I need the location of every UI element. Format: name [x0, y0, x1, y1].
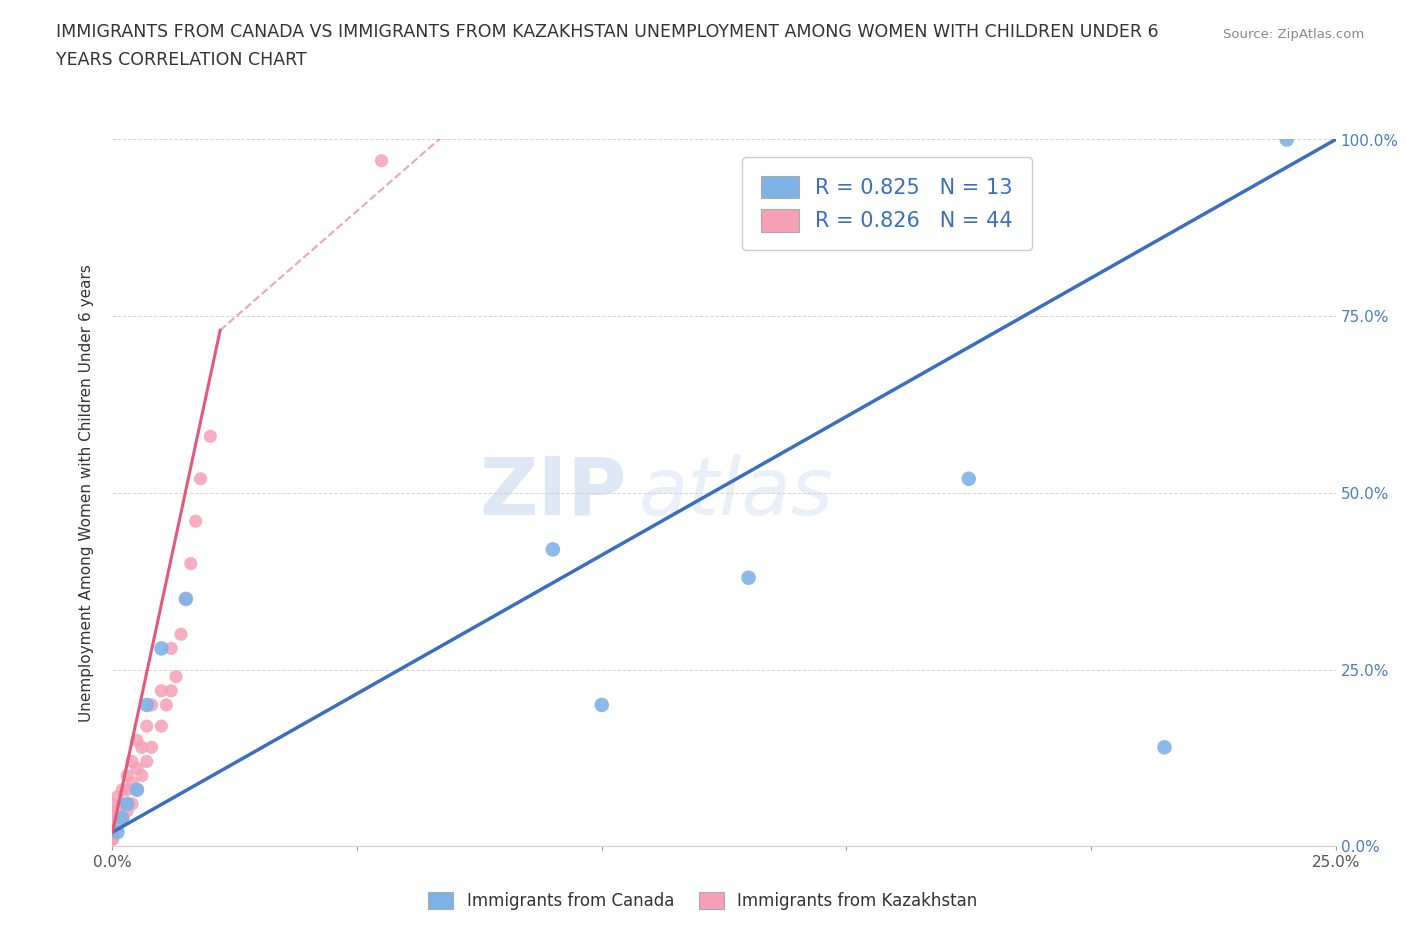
Point: [541, 542, 564, 557]
Point: [174, 591, 197, 606]
Point: [121, 796, 143, 811]
Point: [150, 684, 173, 698]
Point: [1153, 740, 1175, 755]
Point: [135, 754, 157, 769]
Point: [957, 472, 980, 486]
Point: [180, 556, 202, 571]
Point: [591, 698, 613, 712]
Point: [101, 831, 124, 846]
Point: [141, 740, 163, 755]
Point: [115, 796, 138, 811]
Point: [101, 825, 124, 840]
Point: [125, 782, 148, 797]
Legend: R = 0.825   N = 13, R = 0.826   N = 44: R = 0.825 N = 13, R = 0.826 N = 44: [742, 157, 1032, 250]
Point: [111, 811, 134, 826]
Text: Source: ZipAtlas.com: Source: ZipAtlas.com: [1223, 28, 1364, 41]
Point: [115, 768, 138, 783]
Point: [105, 804, 128, 818]
Point: [160, 641, 183, 656]
Point: [125, 733, 148, 748]
Text: IMMIGRANTS FROM CANADA VS IMMIGRANTS FROM KAZAKHSTAN UNEMPLOYMENT AMONG WOMEN WI: IMMIGRANTS FROM CANADA VS IMMIGRANTS FRO…: [56, 23, 1159, 41]
Y-axis label: Unemployment Among Women with Children Under 6 years: Unemployment Among Women with Children U…: [79, 264, 94, 722]
Text: YEARS CORRELATION CHART: YEARS CORRELATION CHART: [56, 51, 307, 69]
Point: [160, 684, 183, 698]
Point: [150, 719, 173, 734]
Legend: Immigrants from Canada, Immigrants from Kazakhstan: Immigrants from Canada, Immigrants from …: [422, 885, 984, 917]
Point: [105, 790, 128, 804]
Point: [101, 817, 124, 832]
Point: [135, 698, 157, 712]
Point: [174, 591, 197, 606]
Point: [101, 817, 124, 832]
Point: [150, 641, 173, 656]
Point: [111, 811, 134, 826]
Point: [200, 429, 222, 444]
Point: [121, 776, 143, 790]
Point: [125, 761, 148, 776]
Point: [135, 719, 157, 734]
Point: [101, 796, 124, 811]
Point: [141, 698, 163, 712]
Text: ZIP: ZIP: [479, 454, 626, 532]
Point: [170, 627, 193, 642]
Point: [131, 768, 153, 783]
Text: atlas: atlas: [638, 454, 834, 532]
Point: [115, 782, 138, 797]
Point: [105, 825, 128, 840]
Point: [125, 782, 148, 797]
Point: [1275, 132, 1298, 147]
Point: [101, 825, 124, 840]
Point: [165, 670, 187, 684]
Point: [111, 782, 134, 797]
Point: [190, 472, 212, 486]
Point: [101, 831, 124, 846]
Point: [105, 817, 128, 832]
Point: [115, 804, 138, 818]
Point: [101, 811, 124, 826]
Point: [101, 804, 124, 818]
Point: [184, 513, 207, 528]
Point: [370, 153, 392, 168]
Point: [121, 754, 143, 769]
Point: [111, 796, 134, 811]
Point: [131, 740, 153, 755]
Point: [155, 698, 177, 712]
Point: [737, 570, 759, 585]
Point: [101, 811, 124, 826]
